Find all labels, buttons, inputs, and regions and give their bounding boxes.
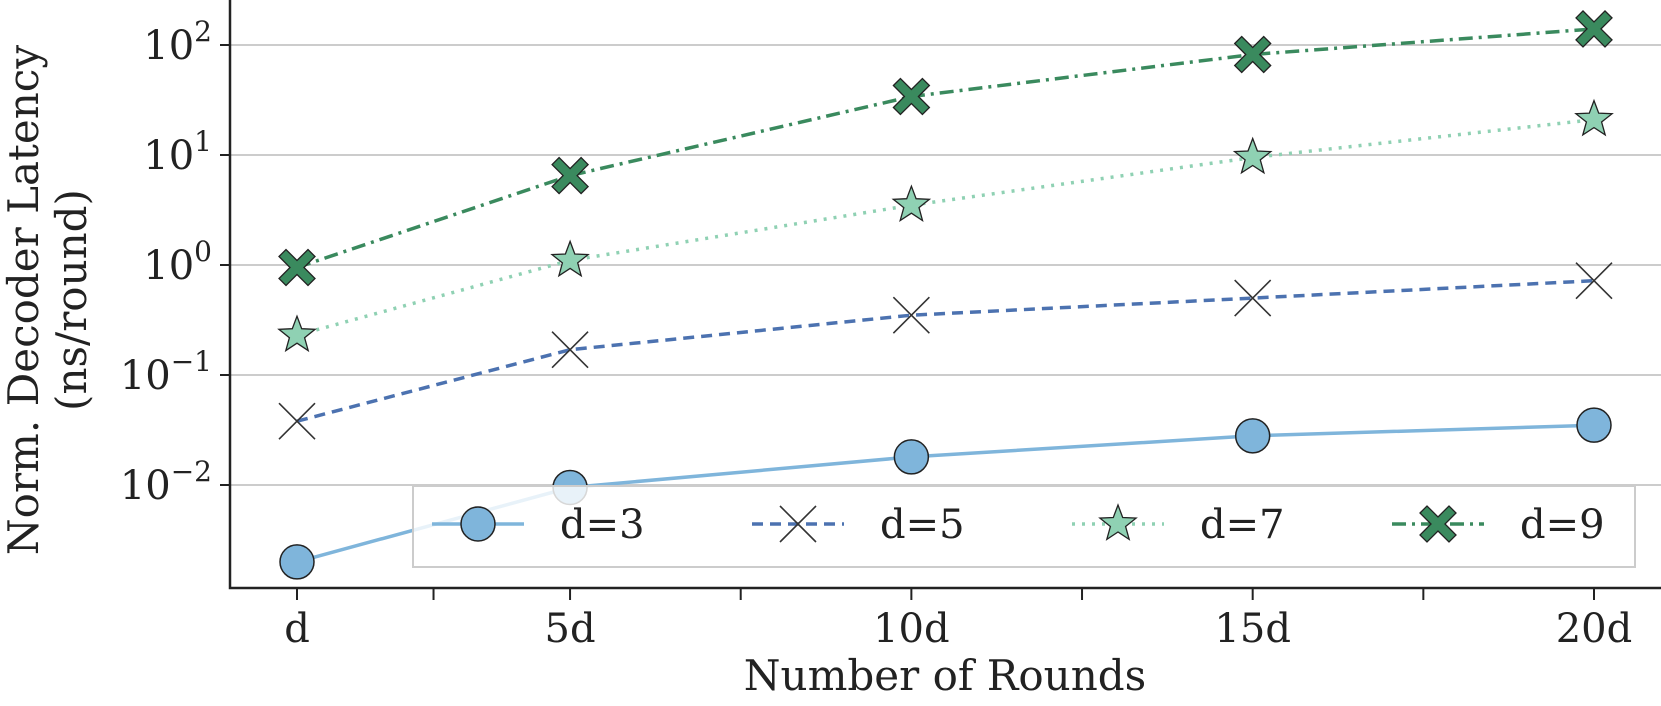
data-point: [891, 184, 932, 222]
series-line: [296, 278, 1595, 423]
series-d7: [277, 98, 1614, 353]
data-point: [551, 331, 589, 369]
y-axis-label-line2: (ns/round): [47, 189, 96, 411]
x-axis-ticks: d 5d 10d 15d 20d: [284, 588, 1632, 652]
x-tick-label: 10d: [873, 606, 950, 652]
legend-marker: [460, 506, 496, 542]
legend: d=3 d=5 d=7 d=9: [412, 485, 1636, 568]
grid-lines: [230, 44, 1661, 486]
legend-label: d=5: [880, 502, 965, 548]
data-point: [892, 296, 930, 334]
legend-marker: [779, 505, 817, 543]
legend-marker: [1419, 505, 1457, 543]
series-line: [296, 117, 1595, 337]
x-tick-label: 5d: [545, 606, 596, 652]
data-point: [1574, 98, 1614, 137]
data-point: [1234, 279, 1272, 317]
data-point: [278, 248, 316, 287]
data-point: [277, 314, 317, 353]
data-point: [1576, 407, 1612, 443]
x-tick-label: 15d: [1214, 606, 1291, 652]
axis-spines: [228, 0, 1661, 590]
data-point: [1234, 418, 1271, 454]
data-point: [893, 439, 930, 475]
y-tick-label: 100: [143, 235, 212, 289]
legend-marker: [1098, 503, 1138, 541]
y-axis-label: Norm. Decoder Latency (ns/round): [0, 45, 96, 555]
data-point: [1232, 136, 1273, 175]
y-tick-label: 10−2: [120, 455, 212, 509]
series-line: [296, 27, 1595, 270]
x-axis-label: Number of Rounds: [744, 651, 1146, 700]
legend-label: d=7: [1200, 502, 1285, 548]
legend-label: d=9: [1520, 502, 1605, 548]
y-tick-label: 102: [143, 15, 212, 69]
data-point: [551, 156, 590, 195]
legend-item-d5: d=5: [752, 502, 965, 548]
legend-item-d3: d=3: [432, 502, 645, 548]
legend-item-d9: d=9: [1392, 502, 1605, 548]
y-axis-label-line1: Norm. Decoder Latency: [0, 45, 48, 555]
y-axis-ticks: 10−2 10−1 100 101 102: [120, 15, 230, 509]
series-d5: [278, 262, 1613, 440]
data-point: [279, 544, 315, 580]
y-tick-label: 101: [143, 125, 212, 179]
data-point: [1575, 9, 1613, 48]
data-point: [278, 402, 316, 440]
data-point: [1233, 35, 1272, 74]
data-point: [892, 77, 931, 116]
data-point: [1575, 262, 1613, 300]
legend-label: d=3: [560, 502, 645, 548]
x-tick-label: 20d: [1556, 606, 1633, 652]
legend-item-d7: d=7: [1072, 502, 1285, 548]
y-tick-label: 10−1: [120, 345, 212, 399]
series-d9: [278, 9, 1613, 287]
x-tick-label: d: [284, 606, 310, 652]
data-point: [550, 239, 590, 278]
